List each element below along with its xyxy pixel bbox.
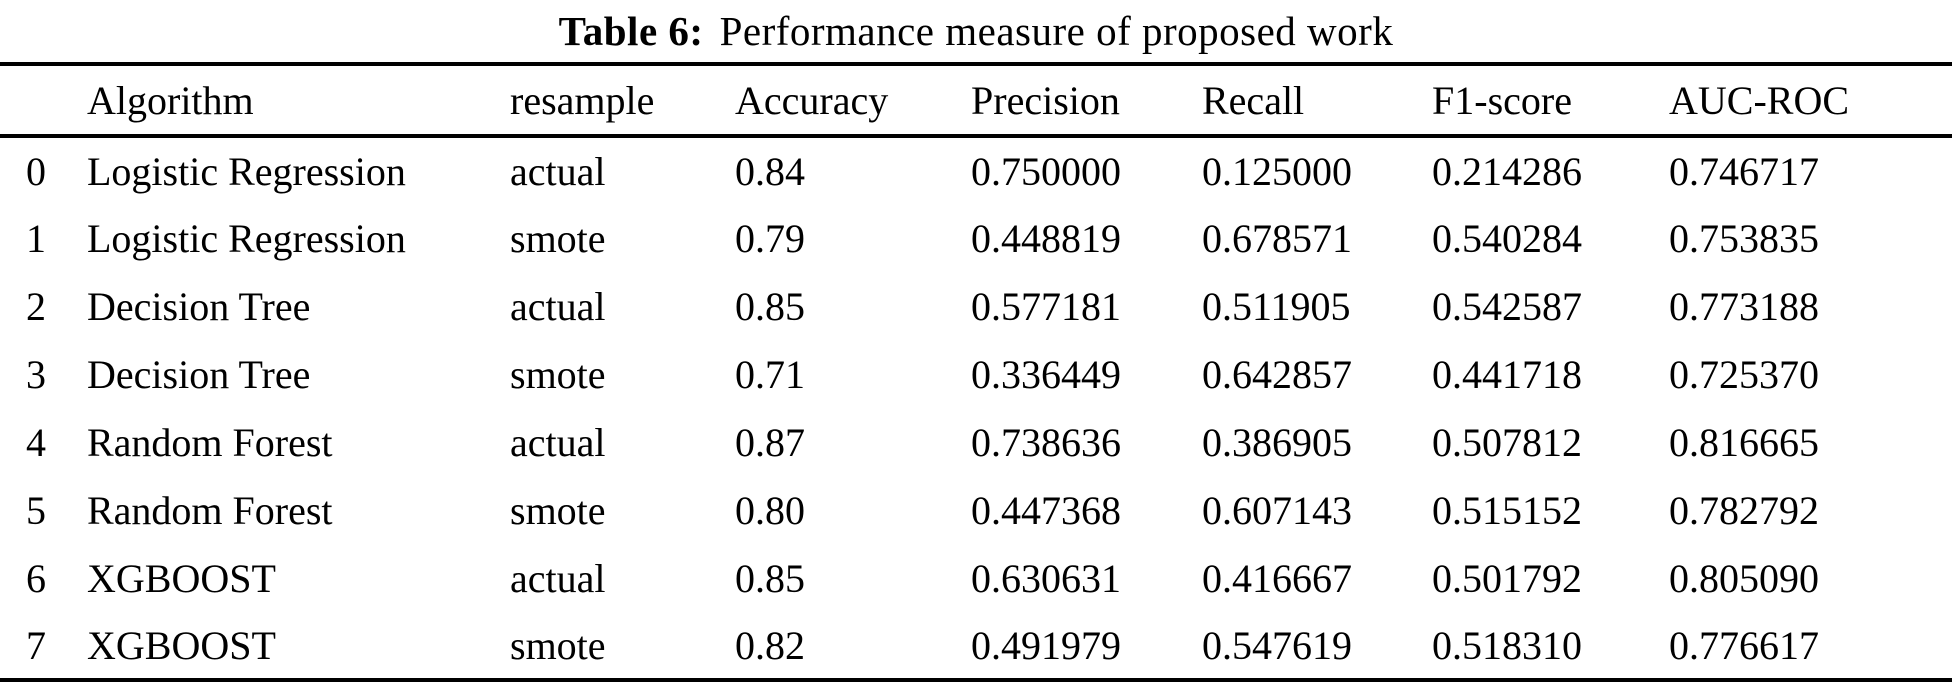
- cell-resample: smote: [510, 622, 606, 668]
- cell-recall: 0.642857: [1202, 351, 1352, 397]
- cell-recall: 0.678571: [1202, 215, 1352, 261]
- cell-precision: 0.448819: [971, 215, 1121, 261]
- cell-recall: 0.416667: [1202, 555, 1352, 601]
- cell-index: 5: [26, 487, 46, 533]
- cell-resample: actual: [510, 555, 606, 601]
- cell-algorithm: Random Forest: [87, 419, 333, 465]
- table-header-row: Algorithm resample Accuracy Precision Re…: [0, 64, 1952, 136]
- cell-f1-score: 0.515152: [1432, 487, 1582, 533]
- cell-index: 1: [26, 215, 46, 261]
- table-row: 3 Decision Tree smote 0.71 0.336449 0.64…: [0, 340, 1952, 408]
- table-row: 5 Random Forest smote 0.80 0.447368 0.60…: [0, 476, 1952, 544]
- cell-f1-score: 0.540284: [1432, 215, 1582, 261]
- cell-algorithm: Logistic Regression: [87, 148, 406, 194]
- cell-algorithm: Decision Tree: [87, 283, 311, 329]
- cell-auc-roc: 0.816665: [1669, 419, 1819, 465]
- cell-f1-score: 0.507812: [1432, 419, 1582, 465]
- cell-algorithm: XGBOOST: [87, 622, 276, 668]
- cell-resample: actual: [510, 148, 606, 194]
- table-row: 7 XGBOOST smote 0.82 0.491979 0.547619 0…: [0, 612, 1952, 680]
- column-header-precision: Precision: [971, 77, 1120, 123]
- table-row: 0 Logistic Regression actual 0.84 0.7500…: [0, 136, 1952, 204]
- column-header-algorithm: Algorithm: [87, 77, 254, 123]
- cell-auc-roc: 0.753835: [1669, 215, 1819, 261]
- cell-accuracy: 0.79: [735, 215, 805, 261]
- cell-accuracy: 0.87: [735, 419, 805, 465]
- cell-auc-roc: 0.782792: [1669, 487, 1819, 533]
- cell-f1-score: 0.518310: [1432, 622, 1582, 668]
- cell-auc-roc: 0.725370: [1669, 351, 1819, 397]
- cell-precision: 0.750000: [971, 148, 1121, 194]
- cell-precision: 0.336449: [971, 351, 1121, 397]
- table-row: 2 Decision Tree actual 0.85 0.577181 0.5…: [0, 272, 1952, 340]
- cell-resample: actual: [510, 419, 606, 465]
- cell-auc-roc: 0.805090: [1669, 555, 1819, 601]
- cell-resample: smote: [510, 351, 606, 397]
- column-header-accuracy: Accuracy: [735, 77, 889, 123]
- cell-algorithm: Logistic Regression: [87, 215, 406, 261]
- cell-algorithm: Random Forest: [87, 487, 333, 533]
- cell-f1-score: 0.542587: [1432, 283, 1582, 329]
- table-caption-text: Performance measure of proposed work: [719, 8, 1394, 54]
- cell-resample: smote: [510, 215, 606, 261]
- cell-precision: 0.447368: [971, 487, 1121, 533]
- cell-accuracy: 0.85: [735, 555, 805, 601]
- cell-index: 2: [26, 283, 46, 329]
- table-row: 6 XGBOOST actual 0.85 0.630631 0.416667 …: [0, 544, 1952, 612]
- cell-recall: 0.511905: [1202, 283, 1351, 329]
- table-row: 1 Logistic Regression smote 0.79 0.44881…: [0, 204, 1952, 272]
- cell-accuracy: 0.82: [735, 622, 805, 668]
- performance-table: Algorithm resample Accuracy Precision Re…: [0, 62, 1952, 682]
- cell-algorithm: XGBOOST: [87, 555, 276, 601]
- cell-accuracy: 0.85: [735, 283, 805, 329]
- table-caption: Table 6: Performance measure of proposed…: [0, 0, 1952, 62]
- column-header-resample: resample: [510, 77, 655, 123]
- cell-f1-score: 0.214286: [1432, 148, 1582, 194]
- cell-recall: 0.386905: [1202, 419, 1352, 465]
- cell-f1-score: 0.501792: [1432, 555, 1582, 601]
- cell-auc-roc: 0.746717: [1669, 148, 1819, 194]
- column-header-f1-score: F1-score: [1432, 77, 1572, 123]
- cell-index: 6: [26, 555, 46, 601]
- cell-index: 7: [26, 622, 46, 668]
- cell-precision: 0.491979: [971, 622, 1121, 668]
- column-header-auc-roc: AUC-ROC: [1669, 77, 1850, 123]
- cell-recall: 0.547619: [1202, 622, 1352, 668]
- cell-precision: 0.738636: [971, 419, 1121, 465]
- cell-precision: 0.630631: [971, 555, 1121, 601]
- cell-accuracy: 0.80: [735, 487, 805, 533]
- cell-accuracy: 0.84: [735, 148, 805, 194]
- cell-resample: actual: [510, 283, 606, 329]
- cell-index: 0: [26, 148, 46, 194]
- table-caption-label: Table 6:: [558, 8, 704, 54]
- cell-precision: 0.577181: [971, 283, 1121, 329]
- cell-algorithm: Decision Tree: [87, 351, 311, 397]
- cell-index: 4: [26, 419, 46, 465]
- cell-recall: 0.607143: [1202, 487, 1352, 533]
- cell-auc-roc: 0.773188: [1669, 283, 1819, 329]
- cell-accuracy: 0.71: [735, 351, 805, 397]
- column-header-recall: Recall: [1202, 77, 1305, 123]
- column-header-index: [0, 64, 87, 136]
- cell-recall: 0.125000: [1202, 148, 1352, 194]
- cell-auc-roc: 0.776617: [1669, 622, 1819, 668]
- cell-f1-score: 0.441718: [1432, 351, 1582, 397]
- cell-resample: smote: [510, 487, 606, 533]
- table-row: 4 Random Forest actual 0.87 0.738636 0.3…: [0, 408, 1952, 476]
- cell-index: 3: [26, 351, 46, 397]
